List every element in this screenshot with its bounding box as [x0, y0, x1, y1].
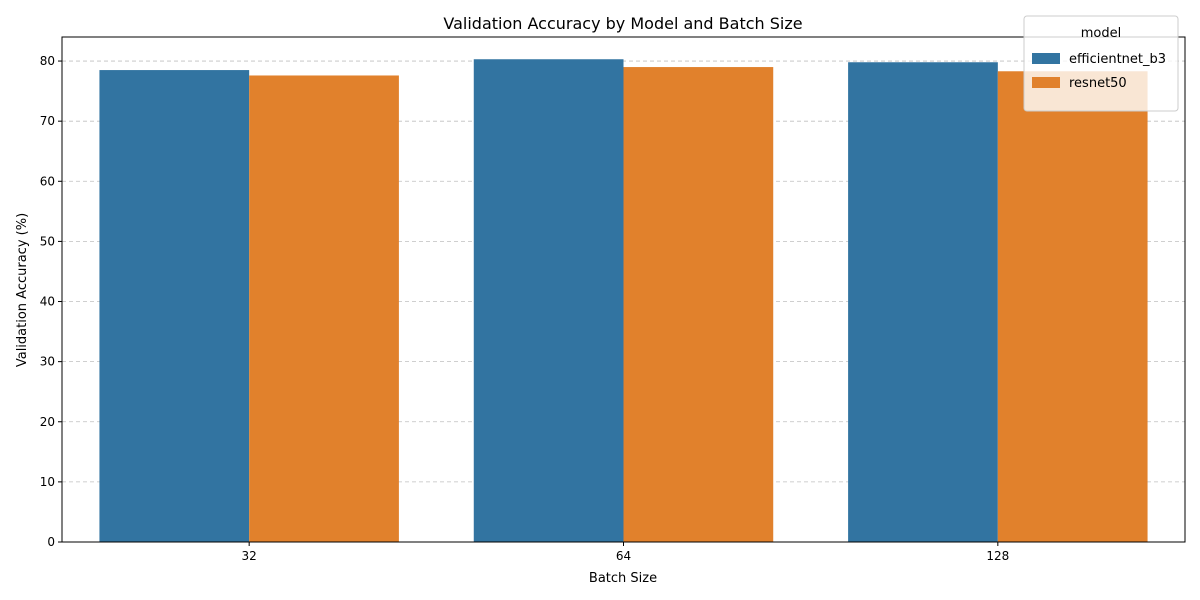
- y-tick-label: 50: [40, 234, 55, 248]
- bar-efficientnet_b3-64: [473, 59, 624, 542]
- legend-swatch: [1032, 53, 1060, 64]
- legend: model efficientnet_b3 resnet50: [1023, 15, 1179, 112]
- y-axis-label: Validation Accuracy (%): [15, 213, 30, 367]
- y-tick-label: 30: [40, 355, 55, 369]
- x-tick-label: 64: [616, 549, 631, 563]
- axes: 0 10 20 30 40 50 60 70 80 32 64 128: [40, 36, 1186, 563]
- legend-title: model: [1081, 26, 1121, 41]
- bar-resnet50-64: [623, 67, 774, 543]
- bar-efficientnet_b3-32: [99, 70, 250, 542]
- bars: [99, 59, 1148, 543]
- legend-label: efficientnet_b3: [1069, 52, 1166, 67]
- y-tick-label: 0: [47, 535, 55, 549]
- y-tick-label: 70: [40, 114, 55, 128]
- x-tick-label: 128: [986, 549, 1009, 563]
- y-tick-label: 60: [40, 174, 55, 188]
- y-tick-label: 40: [40, 295, 55, 309]
- y-tick-label: 10: [40, 475, 55, 489]
- bar-efficientnet_b3-128: [848, 62, 998, 542]
- legend-swatch: [1032, 77, 1060, 88]
- legend-frame: [1023, 15, 1179, 112]
- y-tick-label: 80: [40, 54, 55, 68]
- legend-label: resnet50: [1069, 76, 1127, 91]
- x-axis-label: Batch Size: [589, 571, 657, 586]
- y-tick-label: 20: [40, 415, 55, 429]
- bar-resnet50-128: [997, 71, 1148, 543]
- chart-title: Validation Accuracy by Model and Batch S…: [443, 14, 802, 33]
- x-tick-label: 32: [242, 549, 257, 563]
- plot-frame: [61, 36, 1186, 543]
- bar-resnet50-32: [249, 75, 399, 542]
